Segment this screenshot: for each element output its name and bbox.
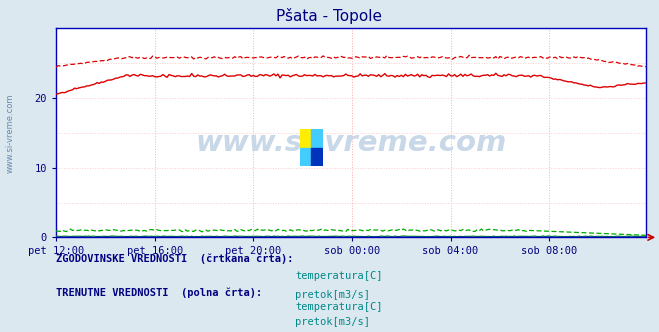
Text: pretok[m3/s]: pretok[m3/s]: [295, 317, 370, 327]
Text: www.si-vreme.com: www.si-vreme.com: [5, 93, 14, 173]
Text: ZGODOVINSKE VREDNOSTI  (črtkana črta):: ZGODOVINSKE VREDNOSTI (črtkana črta):: [56, 254, 293, 265]
Text: temperatura[C]: temperatura[C]: [295, 271, 383, 281]
Text: www.si-vreme.com: www.si-vreme.com: [195, 129, 507, 157]
Bar: [312, 129, 323, 148]
Text: TRENUTNE VREDNOSTI  (polna črta):: TRENUTNE VREDNOSTI (polna črta):: [56, 287, 262, 298]
Text: temperatura[C]: temperatura[C]: [295, 302, 383, 312]
Bar: [300, 129, 312, 148]
Bar: [300, 148, 312, 166]
Text: Pšata - Topole: Pšata - Topole: [277, 8, 382, 24]
Bar: [312, 148, 323, 166]
Text: pretok[m3/s]: pretok[m3/s]: [295, 290, 370, 300]
